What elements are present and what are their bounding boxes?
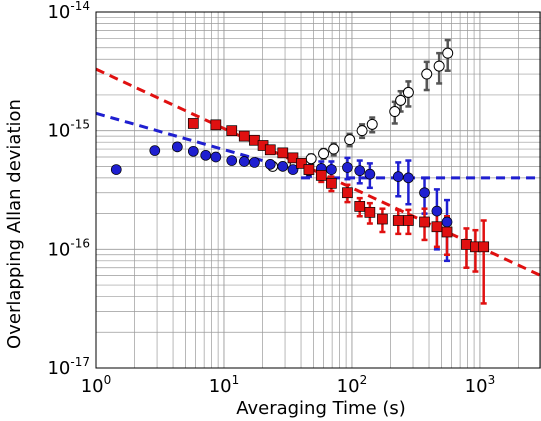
data-point-square	[264, 144, 276, 156]
data-point-circle	[342, 162, 353, 173]
data-point-square	[277, 147, 289, 159]
data-point-square	[431, 221, 443, 233]
data-point-open-circle	[356, 125, 368, 137]
data-point-circle	[210, 151, 222, 163]
data-point-square	[377, 213, 388, 225]
data-point-circle	[264, 159, 276, 170]
data-point-circle	[277, 161, 289, 172]
data-point-square	[403, 215, 414, 226]
data-point-open-circle	[389, 106, 401, 118]
data-point-circle	[403, 172, 414, 184]
data-point-open-circle	[395, 94, 407, 106]
data-point-square	[287, 152, 299, 164]
data-point-square	[238, 130, 250, 142]
data-point-circle	[187, 145, 199, 157]
data-point-open-circle	[421, 68, 433, 80]
data-point-circle	[392, 171, 404, 182]
data-point-square	[326, 177, 337, 189]
data-point-square	[210, 119, 222, 131]
plot-frame	[95, 11, 541, 369]
data-point-circle	[441, 216, 453, 228]
data-point-square	[342, 187, 353, 199]
x-tick-label: 100	[81, 373, 112, 397]
data-point-circle	[326, 164, 337, 175]
data-point-square	[441, 226, 453, 238]
data-point-circle	[149, 145, 161, 156]
data-point-circle	[419, 187, 430, 199]
data-point-square	[478, 241, 490, 253]
y-tick-label: 10-16	[47, 236, 90, 260]
data-point-open-circle	[344, 134, 356, 146]
data-point-square	[354, 201, 366, 212]
data-point-circle	[171, 141, 183, 153]
data-points	[110, 47, 490, 253]
data-point-circle	[431, 205, 443, 217]
data-point-open-circle	[366, 118, 378, 130]
y-tick-label: 10-17	[47, 355, 90, 379]
data-point-circle	[249, 157, 260, 168]
data-point-circle	[354, 165, 366, 177]
y-tick-label: 10-14	[47, 0, 90, 23]
data-point-square	[461, 239, 472, 250]
data-point-circle	[110, 164, 122, 175]
fit-line	[95, 111, 263, 162]
data-point-open-circle	[318, 148, 330, 160]
data-point-open-circle	[433, 60, 445, 72]
data-point-square	[364, 206, 376, 218]
y-axis-label: Overlapping Allan deviation	[4, 99, 25, 349]
data-point-open-circle	[402, 86, 414, 98]
data-point-square	[315, 170, 327, 181]
data-point-circle	[200, 149, 212, 161]
data-point-square	[419, 216, 430, 228]
data-point-square	[392, 215, 404, 226]
x-tick-label: 103	[465, 373, 496, 397]
data-point-open-circle	[328, 143, 340, 155]
x-axis-label: Averaging Time (s)	[236, 398, 406, 419]
data-point-circle	[287, 164, 299, 175]
y-tick-label: 10-15	[47, 118, 90, 142]
data-point-open-circle	[442, 47, 454, 59]
x-tick-label: 101	[209, 373, 240, 397]
grid	[95, 11, 541, 369]
data-point-circle	[226, 155, 238, 166]
data-point-open-circle	[305, 153, 317, 165]
axis-ticks: 100 101 102 103 10-17 10-16 10-15 10-14	[47, 0, 495, 397]
x-tick-label: 102	[337, 373, 368, 397]
data-point-square	[226, 125, 238, 137]
data-point-square	[296, 158, 307, 169]
data-point-circle	[238, 156, 250, 167]
data-point-square	[187, 118, 199, 129]
data-point-square	[303, 164, 315, 175]
data-point-circle	[364, 168, 376, 180]
